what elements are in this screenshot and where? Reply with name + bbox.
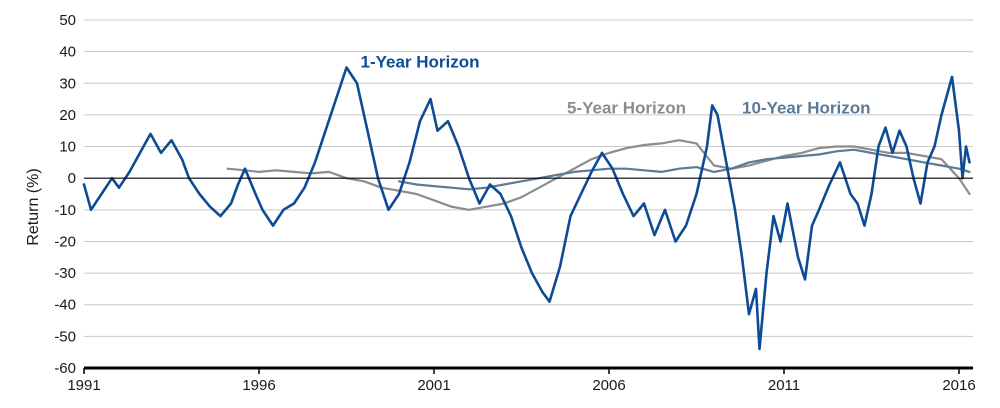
x-tick-label: 2006 xyxy=(592,377,625,394)
y-tick-label: 10 xyxy=(59,139,76,156)
series-line-1-year-horizon xyxy=(82,66,971,351)
y-tick-label: 20 xyxy=(59,107,76,124)
x-axis-tick-labels: 1991 1996 2001 2006 2011 2016 xyxy=(67,368,976,394)
y-tick-label: 40 xyxy=(59,44,76,61)
x-tick-label: 1996 xyxy=(242,377,275,394)
series-label-1-year-horizon: 1-Year Horizon xyxy=(361,52,480,71)
x-tick-label: 1991 xyxy=(67,377,100,394)
y-tick-label: -30 xyxy=(54,265,76,282)
y-tick-label: -20 xyxy=(54,233,76,250)
y-tick-label: -40 xyxy=(54,297,76,314)
gridlines xyxy=(84,19,973,337)
y-tick-label: 30 xyxy=(59,75,76,92)
y-tick-label: -50 xyxy=(54,328,76,345)
y-tick-label: -10 xyxy=(54,202,76,219)
x-tick-label: 2011 xyxy=(768,377,800,394)
y-tick-label: -60 xyxy=(54,360,76,377)
y-tick-label: 50 xyxy=(59,12,76,29)
x-tick-label: 2001 xyxy=(417,377,450,394)
series-label-10-year-horizon: 10-Year Horizon xyxy=(742,98,871,117)
y-axis-title: Return (%) xyxy=(25,168,42,245)
y-axis-tick-labels: 50 40 30 20 10 0 -10 -20 -30 -40 -50 -60 xyxy=(54,12,76,377)
x-tick-label: 2016 xyxy=(942,377,975,394)
y-tick-label: 0 xyxy=(68,170,76,187)
series-annotations: 1-Year Horizon 5-Year Horizon 10-Year Hori… xyxy=(361,52,871,117)
series-label-5-year-horizon: 5-Year Horizon xyxy=(567,98,686,117)
series-line-10-year-horizon xyxy=(397,148,971,191)
